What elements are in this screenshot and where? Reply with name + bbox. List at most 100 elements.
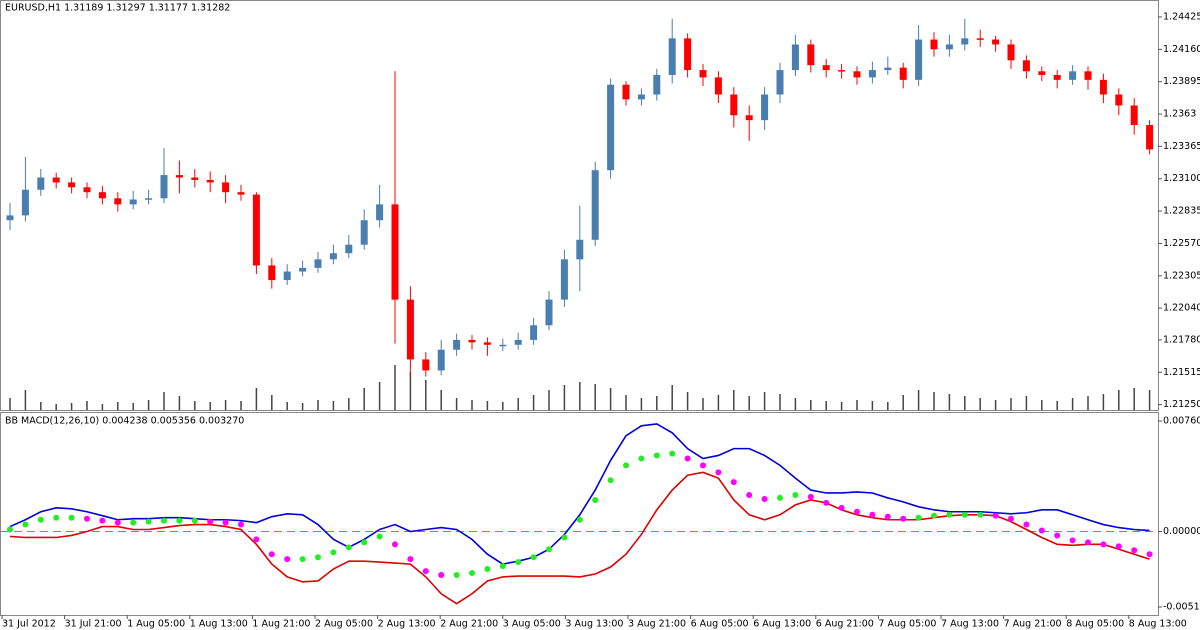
candle-body	[791, 44, 799, 71]
candle-body	[976, 38, 984, 40]
signal-dot	[1038, 527, 1045, 534]
candle-body	[98, 192, 106, 199]
signal-dot	[900, 515, 907, 522]
signal-dot	[561, 534, 568, 541]
y-tick-label: 1.22835	[1163, 206, 1200, 217]
y-tick-label: 1.21515	[1163, 367, 1200, 378]
signal-dot	[931, 512, 937, 519]
candle-body	[514, 339, 522, 345]
signal-dot	[84, 515, 90, 522]
x-tick-label: 2 Aug 21:00	[440, 619, 498, 630]
signal-dot	[238, 521, 244, 528]
candle-body	[391, 204, 399, 300]
candle-body	[299, 267, 307, 272]
signal-dot	[638, 455, 645, 462]
signal-dot	[992, 512, 999, 519]
signal-dot	[854, 508, 860, 515]
candle-body	[406, 299, 414, 360]
signal-dot	[515, 559, 522, 566]
y-tick-label: 1.24160	[1163, 44, 1200, 55]
candle-body	[761, 94, 769, 121]
signal-dot	[715, 469, 722, 476]
signal-dot	[176, 517, 183, 524]
candle-body	[930, 39, 938, 50]
x-tick-label: 2 Aug 05:00	[315, 619, 373, 630]
candle-body	[1069, 71, 1077, 80]
candle-body	[206, 179, 214, 183]
candle-body	[468, 339, 476, 343]
y-tick-label: 0.007602	[1163, 415, 1200, 426]
x-tick-label: 6 Aug 13:00	[753, 619, 811, 630]
x-tick-label: 31 Jul 2012	[2, 619, 56, 630]
signal-dot	[330, 549, 337, 556]
candle-body	[175, 175, 183, 178]
signal-dot	[746, 492, 753, 499]
x-tick-label: 3 Aug 05:00	[503, 619, 561, 630]
signal-dot	[530, 554, 537, 561]
signal-dot	[222, 519, 229, 526]
candle-body	[483, 342, 491, 345]
signal-dot	[1069, 537, 1076, 544]
candle-body	[437, 349, 445, 371]
candle-body	[591, 170, 599, 240]
candle-body	[884, 67, 892, 71]
candle-body	[745, 115, 753, 121]
signal-dot	[1115, 543, 1122, 550]
candle-body	[684, 38, 692, 71]
x-tick-label: 1 Aug 13:00	[190, 619, 248, 630]
candle-body	[37, 177, 45, 190]
candle-body	[714, 77, 722, 95]
x-tick-label: 31 Jul 21:00	[65, 619, 122, 630]
signal-dot	[915, 514, 922, 521]
candle-body	[776, 70, 784, 95]
candle-body	[945, 44, 953, 50]
candle-body	[21, 189, 29, 216]
signal-dot	[7, 526, 13, 533]
signal-dot	[376, 533, 383, 540]
signal-dot	[130, 519, 137, 526]
candle-body	[838, 70, 846, 72]
signal-dot	[315, 554, 321, 561]
candle-body	[730, 94, 738, 116]
candle-body	[1053, 74, 1061, 80]
candle-body	[961, 38, 969, 45]
macd-line	[9, 471, 1150, 605]
signal-dot	[823, 499, 830, 506]
signal-dot	[268, 551, 275, 558]
candle-body	[129, 199, 137, 205]
candle-body	[637, 94, 645, 100]
signal-dot	[792, 492, 799, 499]
candle-body	[314, 259, 322, 268]
signal-dot	[1131, 547, 1138, 554]
macd-panel	[0, 412, 1159, 616]
y-tick-label: 1.23895	[1163, 76, 1200, 87]
signal-dot	[592, 496, 599, 503]
candle-body	[1115, 94, 1123, 106]
signal-dot	[392, 541, 398, 548]
candle-body	[530, 325, 538, 340]
x-tick-label: 3 Aug 21:00	[628, 619, 686, 630]
y-tick-label: 1.22040	[1163, 303, 1200, 314]
signal-dot	[1008, 515, 1014, 522]
x-tick-label: 6 Aug 05:00	[691, 619, 749, 630]
y-tick-label: 1.2363	[1163, 109, 1196, 120]
candle-body	[1038, 71, 1046, 75]
signal-dot	[807, 493, 814, 500]
x-tick-label: 2 Aug 13:00	[378, 619, 436, 630]
signal-dot	[946, 511, 953, 518]
signal-dot	[869, 511, 876, 518]
signal-dot	[669, 450, 676, 457]
candle-body	[1007, 44, 1015, 61]
candle-body	[607, 84, 615, 171]
candle-body	[345, 244, 353, 254]
signal-dot	[145, 518, 152, 525]
candle-body	[160, 175, 168, 199]
y-tick-label: 1.23365	[1163, 141, 1200, 152]
candle-body	[68, 182, 76, 188]
candle-body	[868, 70, 876, 78]
signal-dot	[438, 572, 445, 579]
price-title: EURUSD,H1 1.31189 1.31297 1.31177 1.3128…	[5, 3, 230, 14]
signal-dot	[361, 539, 368, 546]
candle-body	[622, 84, 630, 100]
signal-dot	[961, 511, 968, 518]
